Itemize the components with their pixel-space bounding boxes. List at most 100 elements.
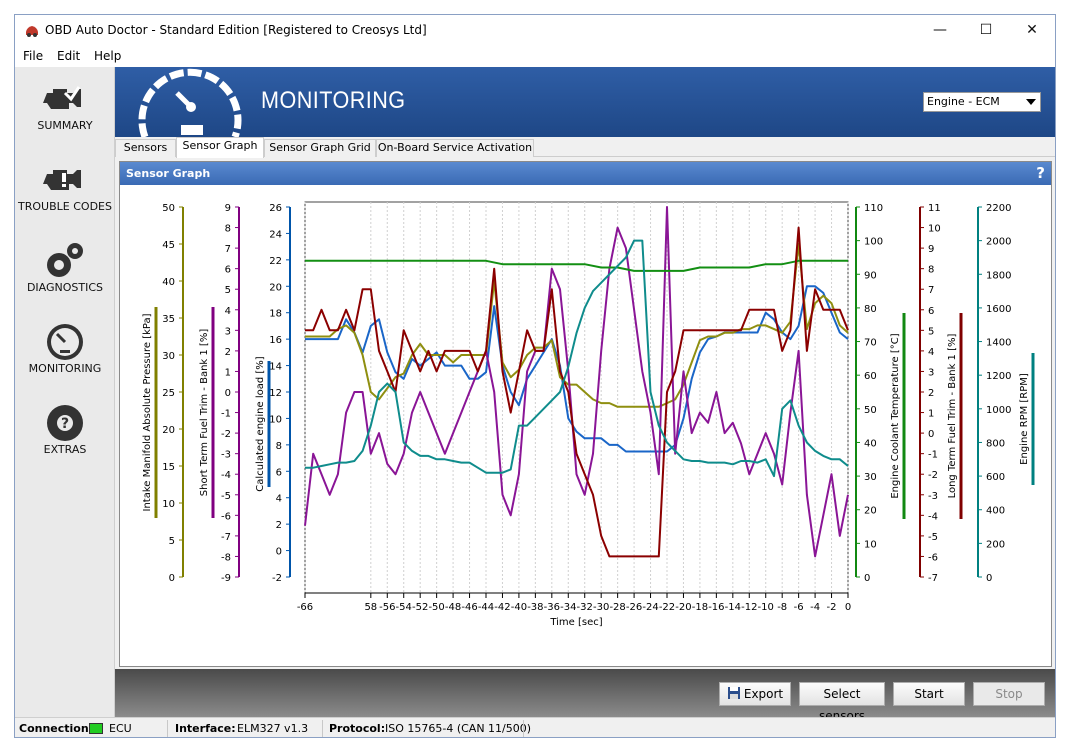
y-tick-label: 600	[986, 472, 1005, 483]
y-tick-label: 24	[269, 229, 282, 240]
stop-button[interactable]: Stop	[973, 682, 1045, 706]
y-tick-label: 8	[225, 224, 231, 235]
y-tick-label: 10	[269, 414, 282, 425]
y-tick-label: 100	[864, 237, 883, 248]
tab-on-board-service[interactable]: On-Board Service Activation	[376, 139, 534, 157]
sidebar-label: DIAGNOSTICS	[26, 281, 104, 294]
x-tick-label: -4	[810, 602, 820, 613]
svg-text:?: ?	[61, 416, 69, 432]
axis-label: Engine Coolant Temperature [°C]	[890, 333, 901, 498]
y-tick-label: 40	[864, 438, 877, 449]
x-tick-label: -34	[560, 602, 576, 613]
floppy-disk-icon	[727, 687, 740, 699]
y-tick-label: 4	[276, 494, 282, 505]
x-tick-label: -22	[659, 602, 675, 613]
y-tick-label: 0	[986, 573, 992, 584]
y-tick-label: -5	[221, 491, 231, 502]
x-tick-label: -66	[297, 602, 313, 613]
menu-file[interactable]: File	[23, 49, 44, 63]
help-icon[interactable]: ?	[1036, 164, 1045, 182]
interface-label: Interface:	[175, 722, 236, 735]
title-bar[interactable]: OBD Auto Doctor - Standard Edition [Regi…	[15, 15, 1055, 47]
x-tick-label: -46	[461, 602, 477, 613]
x-tick-label: -36	[544, 602, 560, 613]
export-label: Export	[743, 687, 784, 701]
start-button[interactable]: Start	[893, 682, 965, 706]
y-tick-label: -1	[928, 450, 938, 461]
menu-help[interactable]: Help	[94, 49, 122, 63]
y-tick-label: 8	[928, 265, 934, 276]
y-tick-label: -7	[221, 532, 231, 543]
y-tick-label: 14	[269, 362, 282, 373]
y-tick-label: 22	[269, 256, 282, 267]
y-tick-label: 400	[986, 506, 1005, 517]
y-tick-label: 2200	[986, 203, 1011, 214]
y-tick-label: 10	[864, 539, 877, 550]
x-tick-label: 0	[845, 602, 851, 613]
y-tick-label: -8	[221, 552, 231, 563]
sidebar-label: SUMMARY	[37, 119, 93, 132]
menu-edit[interactable]: Edit	[57, 49, 81, 63]
y-tick-label: 12	[269, 388, 282, 399]
y-tick-label: -3	[221, 450, 231, 461]
y-tick-label: 2	[276, 520, 282, 531]
tab-sensor-graph[interactable]: Sensor Graph	[176, 137, 264, 158]
y-tick-label: 7	[225, 244, 231, 255]
app-logo-icon	[26, 26, 38, 37]
series-line	[304, 206, 849, 558]
y-tick-label: -4	[221, 470, 231, 481]
x-tick-label: -40	[511, 602, 527, 613]
axis-label: Engine RPM [RPM]	[1019, 373, 1030, 465]
y-tick-label: 9	[928, 244, 934, 255]
x-tick-label: -6	[794, 602, 804, 613]
x-axis-label: Time [sec]	[549, 617, 602, 628]
ecu-select[interactable]: Engine - ECM	[923, 92, 1041, 112]
y-tick-label: 4	[225, 306, 231, 317]
sidebar-item-diagnostics[interactable]: DIAGNOSTICS	[15, 233, 115, 313]
y-tick-label: 8	[276, 441, 282, 452]
sidebar-item-summary[interactable]: SUMMARY	[15, 71, 115, 151]
y-tick-label: 90	[864, 270, 877, 281]
x-tick-label: -30	[593, 602, 609, 613]
y-tick-label: 50	[864, 405, 877, 416]
y-tick-label: 200	[986, 539, 1005, 550]
sensor-chart[interactable]: -66 58 -56 -54 -52 -50 -48 -46 -44 -42 -40 -38 -36 -3…	[120, 185, 1051, 665]
page-header: MONITORING Engine - ECM	[115, 67, 1055, 137]
x-tick-label: -26	[626, 602, 642, 613]
y-tick-label: 5	[169, 536, 175, 547]
sidebar-item-extras[interactable]: ? EXTRAS	[15, 395, 115, 475]
x-tick-label: -54	[396, 602, 412, 613]
select-sensors-button[interactable]: Select sensors	[799, 682, 885, 723]
y-tick-label: 3	[225, 326, 231, 337]
y-tick-label: 20	[269, 282, 282, 293]
sidebar-item-monitoring[interactable]: MONITORING	[15, 314, 115, 394]
x-tick-label: -20	[675, 602, 691, 613]
engine-check-icon	[43, 86, 81, 109]
minimize-button[interactable]: —	[933, 22, 947, 38]
x-tick-label: -28	[609, 602, 625, 613]
sidebar-item-trouble-codes[interactable]: TROUBLE CODES	[15, 152, 115, 232]
x-tick-label: -10	[758, 602, 774, 613]
y-tick-label: 5	[928, 326, 934, 337]
tab-sensor-graph-grid[interactable]: Sensor Graph Grid	[264, 139, 376, 157]
y-tick-label: 1600	[986, 304, 1011, 315]
export-button[interactable]: Export	[719, 682, 791, 706]
y-tick-label: 10	[928, 224, 941, 235]
y-tick-label: 16	[269, 335, 282, 346]
y-tick-label: 6	[276, 467, 282, 478]
y-tick-label: 40	[162, 277, 175, 288]
x-tick-label: -2	[827, 602, 837, 613]
y-tick-label: 1	[928, 409, 934, 420]
tab-sensors[interactable]: Sensors	[115, 139, 176, 157]
ecu-select-value: Engine - ECM	[927, 95, 1000, 108]
x-tick-label: -56	[379, 602, 395, 613]
y-tick-label: 30	[162, 351, 175, 362]
close-button[interactable]: ✕	[1026, 22, 1038, 38]
y-tick-label: -2	[928, 470, 938, 481]
y-tick-label: -2	[221, 429, 231, 440]
maximize-button[interactable]: ☐	[979, 22, 993, 38]
y-tick-label: -7	[928, 573, 938, 584]
interface-value: ELM327 v1.3	[237, 722, 309, 735]
gears-icon	[47, 243, 83, 277]
menu-bar: File Edit Help	[15, 47, 1055, 67]
